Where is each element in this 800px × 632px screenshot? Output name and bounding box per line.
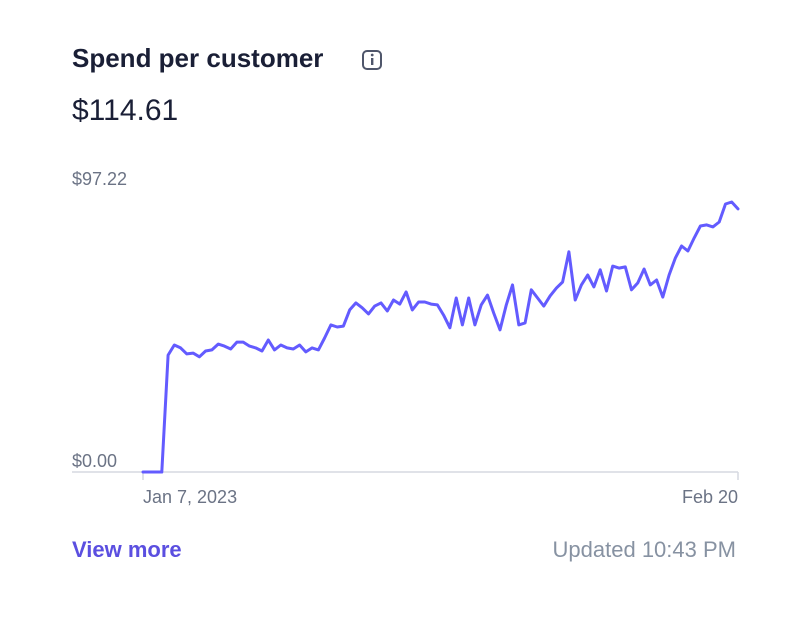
y-tick-label: $97.22 [72,169,127,189]
x-tick-label: Jan 7, 2023 [143,487,237,507]
x-tick-label: Feb 20 [682,487,738,507]
spend-line [141,200,740,474]
updated-text: Updated 10:43 PM [553,537,736,562]
metric-value: $114.61 [72,94,178,127]
y-tick-label: $0.00 [72,451,117,471]
view-more-link[interactable]: View more [72,537,182,562]
widget-title: Spend per customer [72,43,323,73]
info-icon[interactable] [362,50,382,70]
